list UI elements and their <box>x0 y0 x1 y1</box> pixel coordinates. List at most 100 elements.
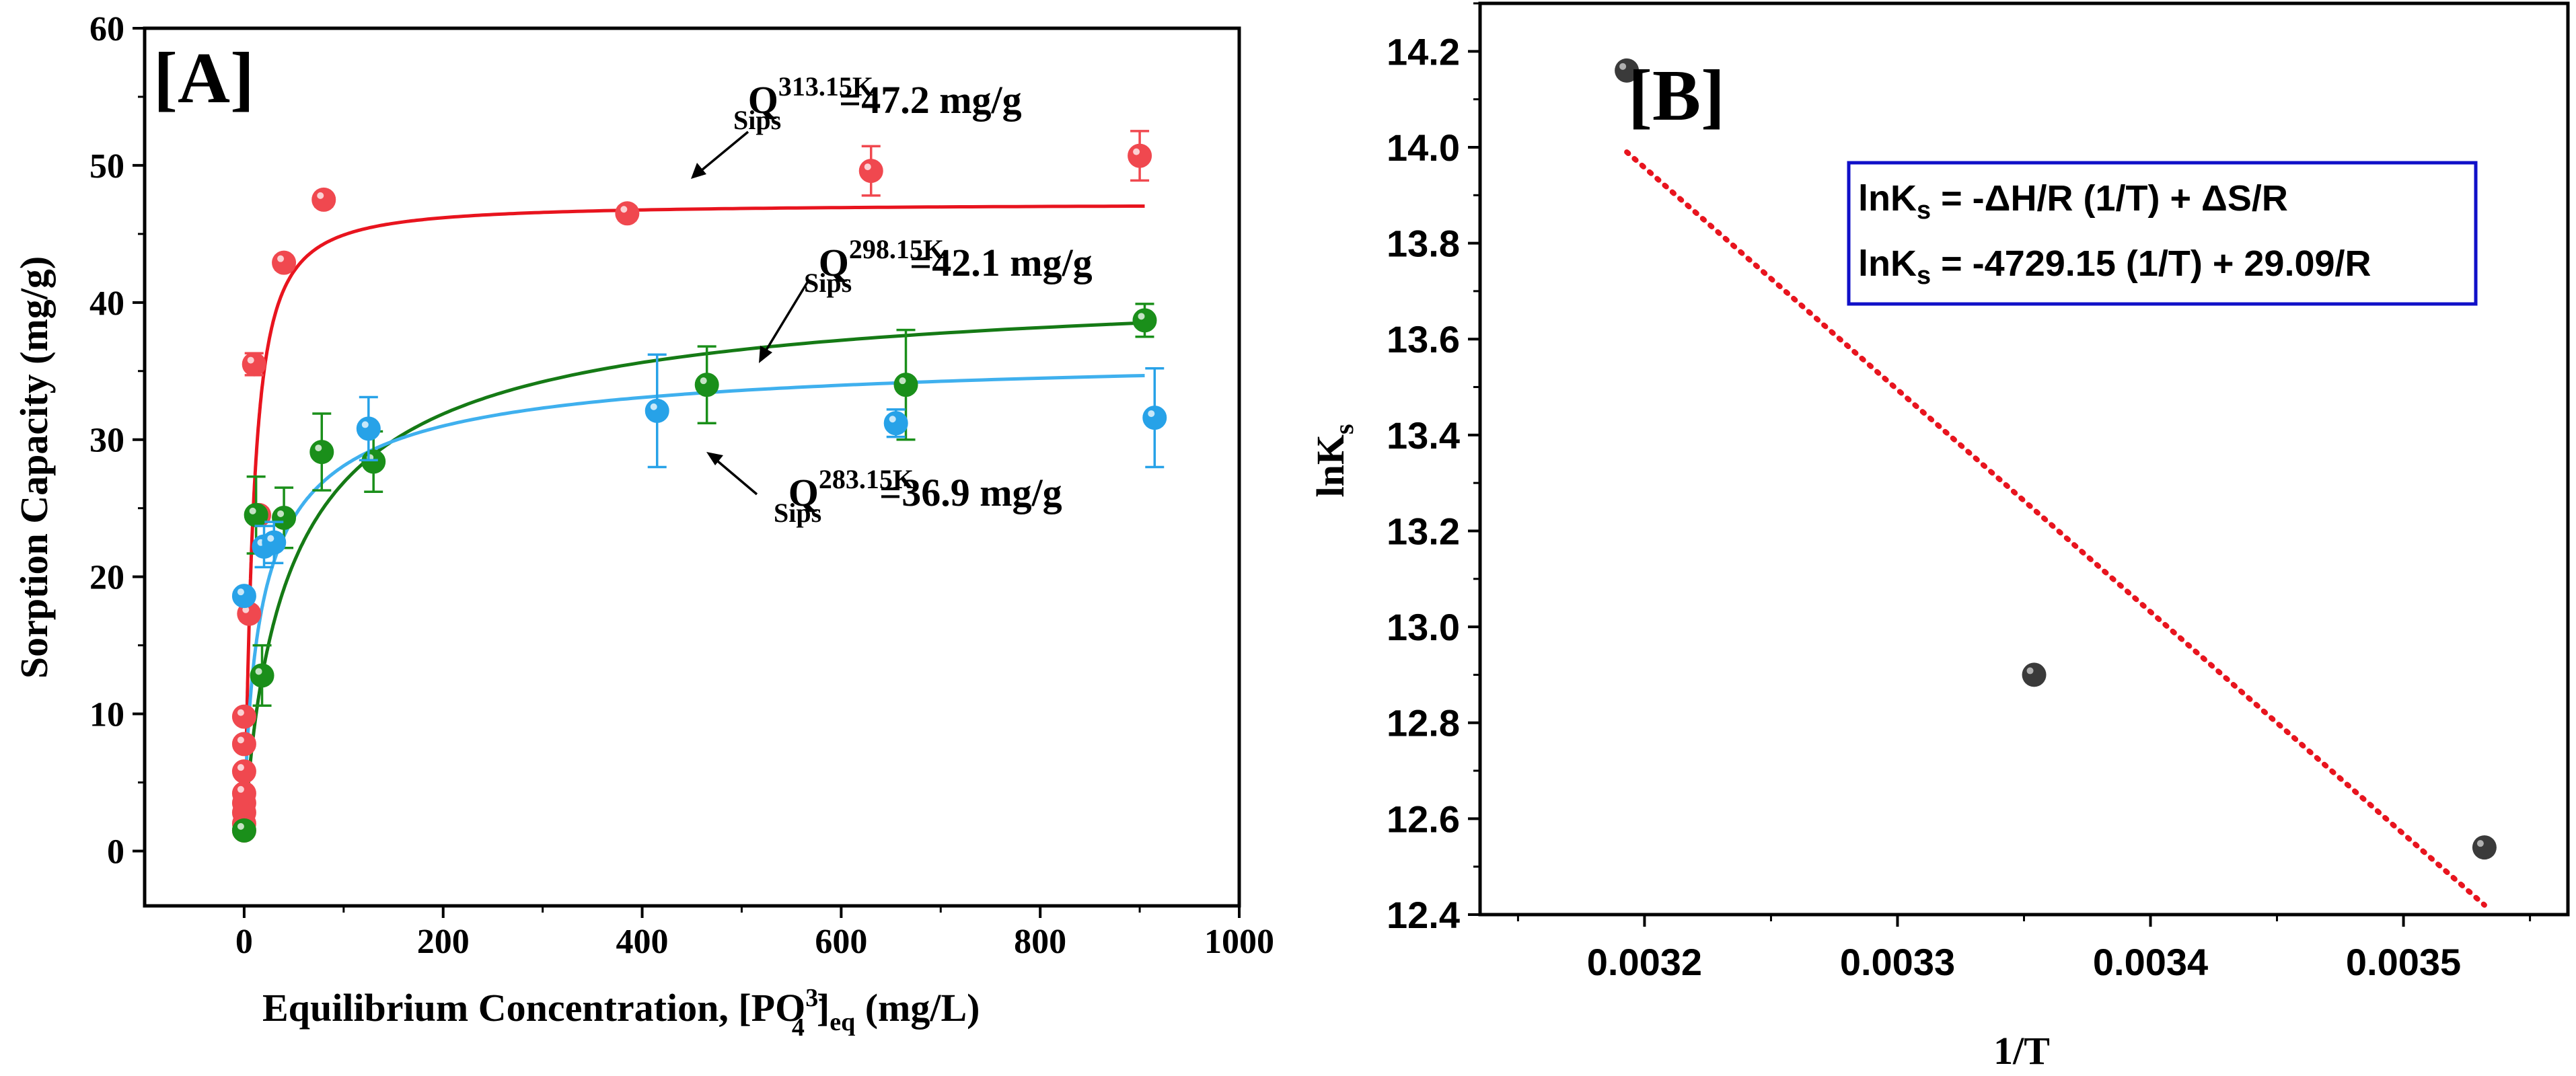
panel-a-data-points <box>231 130 1167 843</box>
data-point-298.15K <box>361 449 386 474</box>
annotation-313k-q: Q <box>748 78 778 122</box>
data-point-highlight <box>237 822 244 830</box>
panel-a-y-tick-label: 30 <box>89 422 124 460</box>
data-point-298.15K <box>893 373 918 397</box>
data-point-highlight <box>242 606 250 613</box>
equation-box <box>1847 161 2478 306</box>
panel-b-y-tick-label: 12.4 <box>1387 894 1460 936</box>
data-point-298.15K <box>1132 308 1157 333</box>
panel-a-label: [A] <box>153 38 254 118</box>
data-point-highlight <box>899 377 906 385</box>
data-point-313.15K <box>615 201 640 226</box>
data-point-highlight <box>237 764 244 771</box>
panel-a-x-tick-label: 0 <box>235 923 253 961</box>
panel-a-x-axis-title: Equilibrium Concentration, [PO3-4]eq (mg… <box>262 984 980 1042</box>
x-title-eq: eq <box>830 1008 855 1036</box>
data-point-283.15K <box>1142 406 1167 430</box>
data-point-highlight <box>889 416 896 423</box>
panel-b-fit-line <box>1624 149 2487 908</box>
annotation-283k: Q283.15K Sips =36.9 mg/g <box>774 464 1062 528</box>
panel-b-y-tick-label: 14.2 <box>1387 30 1460 73</box>
data-point-313.15K <box>272 250 297 275</box>
data-point-283.15K <box>262 530 287 555</box>
panel-a-y-tick-label: 60 <box>89 10 124 48</box>
data-point-313.15K <box>858 159 883 184</box>
annotation-298k-value: =42.1 mg/g <box>910 241 1092 284</box>
data-point-highlight <box>247 356 254 364</box>
panel-b-x-tick-label: 0.0033 <box>1840 941 1955 983</box>
data-point-313.15K <box>231 759 256 784</box>
annotation-313k-sup: 313.15K <box>778 71 873 102</box>
data-point-highlight <box>317 192 324 199</box>
annotation-283k-arrow <box>712 456 758 496</box>
panel-b-y-tick-label: 13.6 <box>1387 318 1460 360</box>
panel-a-x-tick-label: 600 <box>815 923 867 961</box>
annotation-313k: Q313.15K Sips =47.2 mg/g <box>733 71 1022 135</box>
panel-a-y-axis-title: Sorption Capacity (mg/g) <box>12 256 56 679</box>
panel-b-y-tick-label: 13.8 <box>1387 223 1460 265</box>
eq1-lnk: lnK <box>1858 178 1917 219</box>
panel-a-plot-frame <box>143 26 1241 908</box>
data-point-highlight <box>255 668 262 675</box>
equation-line-1: lnKs = -ΔH/R (1/T) + ΔS/R <box>1858 178 2288 225</box>
panel-b-y-tick-label: 14.0 <box>1387 126 1460 169</box>
van-t-hoff-fit-line <box>1624 149 2487 908</box>
data-point-highlight <box>864 163 871 171</box>
panel-b-label: [B] <box>1628 56 1725 136</box>
eq2-lnk: lnK <box>1858 243 1917 284</box>
data-point-highlight <box>277 255 285 262</box>
data-point-313.15K <box>242 352 266 377</box>
panel-a-y-tick-label: 20 <box>89 559 124 597</box>
data-point-313.15K <box>231 732 256 757</box>
data-point-highlight <box>237 588 244 596</box>
data-point-298.15K <box>231 818 256 843</box>
lnk-data-point-highlight <box>1619 63 1627 70</box>
data-point-highlight <box>1148 410 1155 418</box>
data-point-highlight <box>237 736 244 744</box>
data-point-highlight <box>249 507 256 514</box>
data-point-highlight <box>277 510 285 517</box>
data-point-highlight <box>1138 313 1145 320</box>
data-point-313.15K <box>1128 143 1152 168</box>
panel-b-y-tick-label: 12.8 <box>1387 702 1460 744</box>
lnk-data-point <box>2472 835 2497 860</box>
panel-a-axis-ticks: 0 200 400 600 800 1000 0 10 20 30 40 50 60 <box>89 10 1274 961</box>
panel-b-axis-ticks: 0.0032 0.0033 0.0034 0.0035 12.4 12.6 12.8 13.0… <box>1387 2 2532 983</box>
annotation-298k-sup: 298.15K <box>849 234 944 264</box>
data-point-highlight <box>650 403 657 410</box>
panel-a-y-tick-label: 50 <box>89 147 124 186</box>
panel-b-y-axis-title: lnKs <box>1309 424 1359 497</box>
annotation-283k-q: Q <box>788 471 819 514</box>
data-point-highlight <box>361 421 369 428</box>
panel-a-x-tick-label: 1000 <box>1204 923 1274 961</box>
data-point-313.15K <box>311 187 336 212</box>
data-point-highlight <box>620 206 628 213</box>
data-point-283.15K <box>356 416 381 441</box>
data-point-298.15K <box>244 502 268 527</box>
annotation-313k-value: =47.2 mg/g <box>839 78 1021 122</box>
lnk-sub: s <box>1329 424 1359 434</box>
data-point-313.15K <box>231 781 256 806</box>
data-point-298.15K <box>272 505 297 530</box>
x-title-sup: 3- <box>805 984 827 1012</box>
panel-a-x-tick-label: 400 <box>616 923 669 961</box>
panel-b-chart: 0.0032 0.0033 0.0034 0.0035 12.4 12.6 12.8 13.0… <box>1309 1 2570 1073</box>
annotation-313k-arrow <box>696 130 749 175</box>
annotation-313k-sub: Sips <box>733 105 781 135</box>
x-title-suffix: (mg/L) <box>855 986 980 1030</box>
fit-curve-298.15K <box>244 321 1145 813</box>
data-point-298.15K <box>250 663 274 688</box>
data-point-283.15K <box>231 584 256 609</box>
data-point-highlight <box>1133 148 1140 155</box>
panel-a-x-tick-label: 800 <box>1014 923 1066 961</box>
eq2-rest: = -4729.15 (1/T) + 29.09/R <box>1931 243 2371 284</box>
data-point-highlight <box>237 709 244 716</box>
eq2-sub: s <box>1917 262 1931 290</box>
equation-line-2: lnKs = -4729.15 (1/T) + 29.09/R <box>1858 243 2371 290</box>
data-point-298.15K <box>309 440 334 465</box>
annotation-283k-sub: Sips <box>774 498 821 528</box>
lnk-data-point-highlight <box>2026 667 2034 675</box>
panel-b-y-tick-label: 12.6 <box>1387 798 1460 840</box>
data-point-highlight <box>700 377 707 385</box>
panel-b-y-tick-label: 13.4 <box>1387 414 1460 457</box>
